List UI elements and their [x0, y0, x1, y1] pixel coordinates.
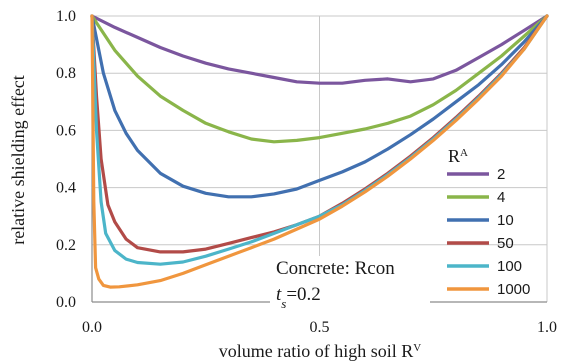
y-tick-label: 0.2: [56, 237, 76, 254]
legend-label-4: 4: [497, 189, 505, 206]
y-tick-label: 0.8: [56, 65, 76, 82]
legend-label-2: 2: [497, 166, 505, 183]
annotation-line-2: ts=0.2: [276, 284, 321, 311]
annotation-line-1: Concrete: Rcon: [276, 258, 395, 279]
grid-lines: [91, 15, 548, 303]
x-axis-title-sup: V: [413, 342, 421, 354]
legend-label-1000: 1000: [497, 281, 530, 298]
annotation-t-sub: s: [281, 296, 286, 311]
tick-labels: 0.0 0.2 0.4 0.6 0.8 1.0 0.0 0.5 1.0: [56, 8, 557, 336]
legend-title-main: R: [448, 146, 460, 166]
legend-label-50: 50: [497, 235, 514, 252]
legend-label-10: 10: [497, 212, 514, 229]
y-axis-title: relative shielding effect: [8, 75, 28, 245]
x-tick-label: 0.0: [82, 319, 102, 336]
y-tick-label: 0.4: [56, 180, 76, 197]
x-tick-label: 1.0: [537, 319, 557, 336]
annotation-value: =0.2: [286, 284, 320, 305]
series-lines: [90, 14, 549, 289]
annotation: Concrete: Rcon ts=0.2: [270, 256, 430, 311]
y-tick-label: 1.0: [56, 8, 76, 25]
y-tick-label: 0.6: [56, 122, 76, 139]
series-line-2: [90, 14, 549, 85]
legend-title-sup: A: [460, 147, 468, 159]
series-line-10: [90, 14, 549, 199]
y-tick-label: 0.0: [56, 294, 76, 311]
legend-title: RA: [448, 146, 468, 166]
legend: RA 2 4 10 50 100 1000: [447, 146, 530, 298]
legend-label-100: 100: [497, 258, 522, 275]
annotation-background: [270, 256, 430, 306]
series-line-1000: [90, 14, 549, 289]
series-line-4: [90, 14, 549, 144]
x-axis-title-main: volume ratio of high soil R: [219, 341, 413, 361]
x-tick-label: 0.5: [310, 319, 330, 336]
x-axis-title: volume ratio of high soil RV: [219, 341, 421, 361]
annotation-t: t: [276, 284, 282, 305]
